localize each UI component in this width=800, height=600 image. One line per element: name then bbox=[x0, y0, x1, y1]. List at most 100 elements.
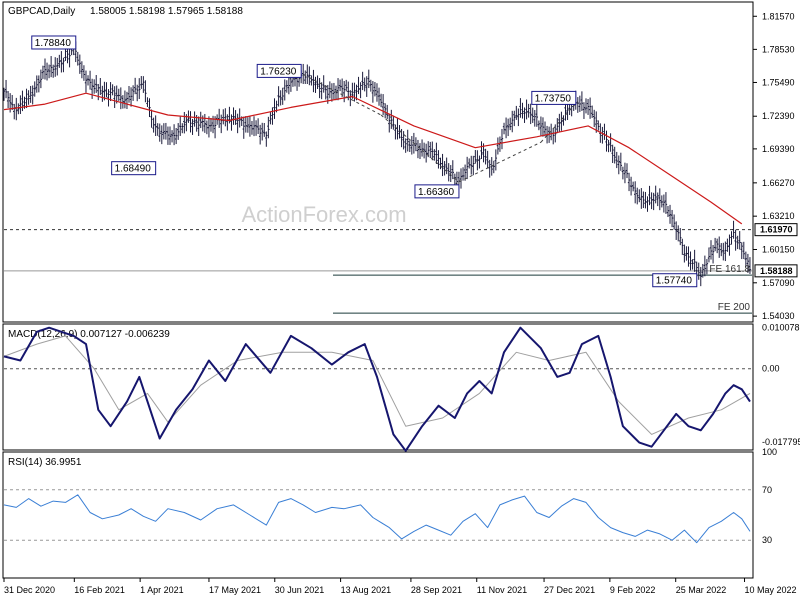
x-tick-label: 13 Aug 2021 bbox=[341, 585, 392, 595]
ohlc-bar bbox=[631, 181, 635, 192]
ohlc-bar bbox=[39, 69, 43, 89]
ohlc-bar bbox=[691, 259, 694, 270]
swing-label-text: 1.66360 bbox=[418, 187, 455, 198]
swing-label-box bbox=[31, 35, 77, 50]
ohlc-bar bbox=[636, 187, 639, 205]
ohlc-bar bbox=[660, 195, 664, 208]
macd-signal-line bbox=[3, 335, 751, 435]
chart-symbol: GBPCAD,Daily bbox=[8, 6, 75, 17]
ohlc-bar bbox=[418, 143, 422, 160]
ohlc-bar bbox=[670, 209, 674, 228]
ohlc-bar bbox=[334, 85, 338, 101]
ohlc-bar bbox=[617, 155, 620, 175]
ohlc-bar bbox=[78, 54, 82, 74]
watermark: ActionForex.com bbox=[241, 202, 406, 227]
ohlc-bar bbox=[199, 111, 202, 129]
ohlc-bar bbox=[375, 83, 379, 102]
ohlc-bar bbox=[406, 129, 409, 152]
ohlc-bar bbox=[734, 229, 737, 251]
swing-label-text: 1.76230 bbox=[260, 66, 297, 77]
macd-line bbox=[3, 326, 751, 452]
ohlc-bar bbox=[607, 139, 610, 153]
swing-label: 1.73750 bbox=[531, 90, 577, 105]
ohlc-bar bbox=[88, 70, 92, 90]
ohlc-bar bbox=[392, 115, 395, 130]
ohlc-bar bbox=[658, 188, 661, 211]
ohlc-bar bbox=[234, 110, 237, 125]
ohlc-bar bbox=[433, 149, 436, 161]
ohlc-bar bbox=[529, 103, 532, 125]
swing-label-box bbox=[652, 273, 698, 288]
ohlc-bar bbox=[304, 70, 307, 84]
swing-label-text: 1.68490 bbox=[115, 164, 152, 175]
price-y-tick-label: 1.78530 bbox=[762, 44, 795, 54]
ohlc-bar bbox=[652, 192, 655, 211]
ohlc-bar bbox=[705, 259, 709, 275]
ohlc-bar bbox=[513, 110, 516, 127]
ohlc-bar bbox=[336, 78, 340, 101]
ohlc-bar bbox=[531, 107, 534, 123]
ohlc-bar bbox=[35, 75, 38, 93]
price-y-tick-label: 1.60150 bbox=[762, 244, 795, 254]
price-y-tick-label: 1.75490 bbox=[762, 77, 795, 87]
swing-connector bbox=[380, 114, 460, 183]
ohlc-bar bbox=[541, 117, 545, 137]
ohlc-bar bbox=[361, 71, 364, 91]
swing-label: 1.78840 bbox=[31, 35, 77, 50]
ohlc-bar bbox=[515, 105, 518, 120]
ohlc-bar bbox=[511, 110, 514, 133]
price-level-box: 1.58188 bbox=[754, 264, 798, 278]
ohlc-bar bbox=[33, 81, 36, 97]
ohlc-bar bbox=[107, 89, 110, 107]
ohlc-bar bbox=[650, 192, 653, 210]
ohlc-bar bbox=[724, 241, 727, 262]
ohlc-bar bbox=[519, 98, 522, 118]
ohlc-bar bbox=[332, 82, 336, 100]
ohlc-bar bbox=[648, 185, 651, 206]
ohlc-bar bbox=[715, 238, 719, 254]
ohlc-bar bbox=[150, 109, 153, 128]
ohlc-bar bbox=[523, 107, 526, 123]
ohlc-bar bbox=[748, 257, 752, 274]
ohlc-bar bbox=[535, 104, 539, 127]
ohlc-bar bbox=[642, 191, 645, 209]
ohlc-bar bbox=[588, 97, 592, 119]
macd-y-tick-label: -0.017795 bbox=[762, 437, 800, 447]
ohlc-bar bbox=[730, 231, 733, 245]
ohlc-bar bbox=[261, 122, 264, 141]
ohlc-bar bbox=[129, 87, 133, 107]
ohlc-bar bbox=[590, 105, 594, 118]
ohlc-bar bbox=[144, 80, 147, 103]
axis-layer: 1.81570 1.78530 1.75490 1.72390 1.69390 1.662… bbox=[3, 11, 800, 595]
x-tick-label: 30 Jun 2021 bbox=[275, 585, 325, 595]
moving-average-line bbox=[3, 92, 743, 225]
ohlc-bar bbox=[131, 85, 135, 101]
swing-label-box bbox=[414, 184, 460, 199]
ohlc-bar bbox=[373, 82, 377, 97]
ohlc-bar bbox=[314, 76, 317, 93]
ohlc-bar bbox=[656, 192, 659, 207]
ohlc-bar bbox=[133, 77, 137, 95]
ohlc-bar bbox=[246, 117, 250, 133]
ohlc-bar bbox=[537, 120, 541, 131]
ohlc-bar bbox=[29, 85, 32, 103]
ohlc-bar bbox=[611, 144, 614, 163]
ohlc-bar bbox=[138, 78, 141, 99]
ohlc-bar bbox=[203, 113, 207, 133]
swing-label: 1.76230 bbox=[256, 63, 302, 78]
ohlc-bar bbox=[58, 54, 61, 68]
ohlc-bar bbox=[312, 69, 315, 93]
ohlc-bar bbox=[41, 65, 45, 79]
ohlc-bar bbox=[496, 137, 500, 155]
rsi-y-tick-label: 70 bbox=[762, 485, 772, 495]
ohlc-bar bbox=[435, 142, 438, 164]
ohlc-bar bbox=[258, 124, 262, 145]
ohlc-bar bbox=[707, 247, 711, 263]
ohlc-bar bbox=[402, 131, 405, 150]
ohlc-bar bbox=[265, 131, 268, 147]
macd-label: MACD(12,26,9) 0.007127 -0.006239 bbox=[8, 329, 170, 340]
ohlc-bar bbox=[623, 162, 627, 184]
ohlc-bar bbox=[746, 253, 750, 273]
ohlc-bar bbox=[47, 64, 51, 79]
swing-label-box bbox=[256, 63, 302, 78]
